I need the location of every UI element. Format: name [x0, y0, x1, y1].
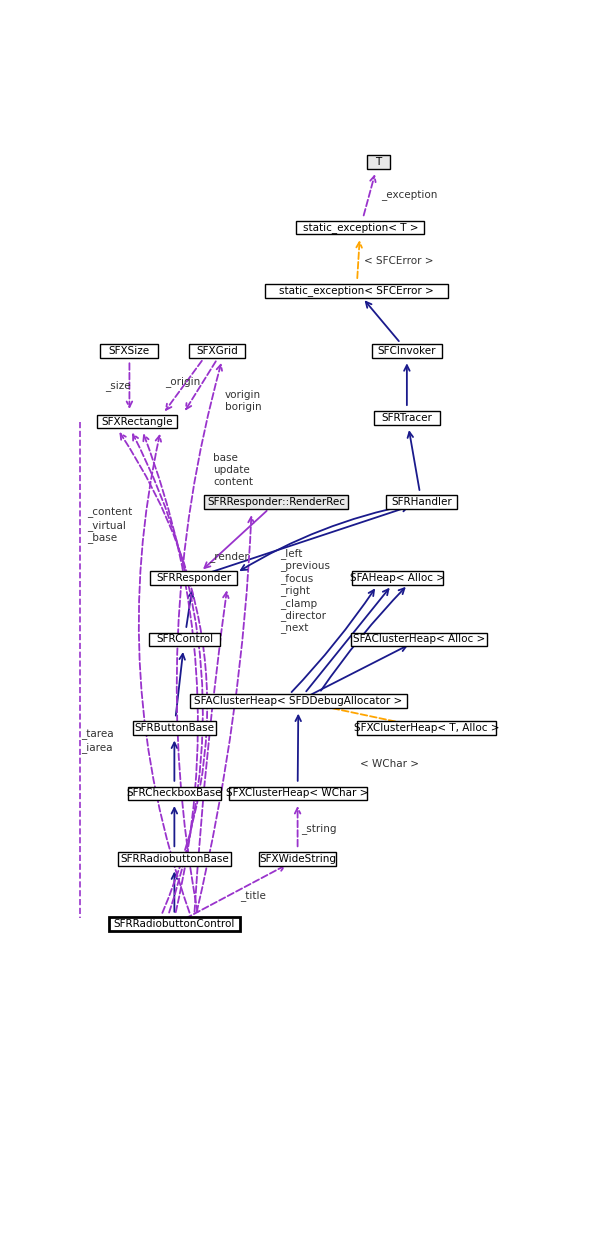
Text: _string: _string: [301, 824, 336, 835]
Text: SFAHeap< Alloc >: SFAHeap< Alloc >: [350, 573, 445, 583]
FancyBboxPatch shape: [190, 694, 407, 708]
Text: SFCInvoker: SFCInvoker: [378, 346, 436, 356]
Text: _render: _render: [209, 551, 249, 562]
FancyBboxPatch shape: [352, 571, 444, 585]
FancyBboxPatch shape: [133, 721, 216, 735]
FancyBboxPatch shape: [100, 343, 158, 358]
Text: static_exception< SFCError >: static_exception< SFCError >: [279, 285, 434, 296]
FancyBboxPatch shape: [374, 411, 440, 425]
FancyBboxPatch shape: [386, 495, 457, 509]
Text: _size: _size: [105, 380, 130, 390]
Text: SFAClusterHeap< SFDDebugAllocator >: SFAClusterHeap< SFDDebugAllocator >: [194, 697, 402, 706]
FancyBboxPatch shape: [149, 632, 220, 646]
Text: SFRTracer: SFRTracer: [382, 412, 432, 422]
FancyBboxPatch shape: [266, 284, 448, 298]
Text: SFXClusterHeap< WChar >: SFXClusterHeap< WChar >: [226, 788, 369, 799]
FancyBboxPatch shape: [150, 571, 237, 585]
Text: vorigin
borigin: vorigin borigin: [225, 390, 262, 411]
FancyBboxPatch shape: [189, 343, 245, 358]
Text: _content
_virtual
_base: _content _virtual _base: [88, 508, 133, 543]
Text: _exception: _exception: [381, 189, 438, 200]
Text: SFRControl: SFRControl: [156, 635, 213, 645]
FancyBboxPatch shape: [259, 852, 336, 866]
Text: T: T: [375, 157, 381, 167]
FancyBboxPatch shape: [108, 918, 240, 931]
Text: SFXSize: SFXSize: [109, 346, 150, 356]
FancyBboxPatch shape: [97, 415, 177, 429]
Text: _left
_previous
_focus
_right
_clamp
_director
_next: _left _previous _focus _right _clamp _di…: [280, 548, 330, 634]
Text: _tarea
_iarea: _tarea _iarea: [81, 730, 114, 752]
Text: SFRCheckboxBase: SFRCheckboxBase: [127, 788, 222, 799]
FancyBboxPatch shape: [204, 495, 348, 509]
Text: < WChar >: < WChar >: [360, 760, 419, 769]
FancyBboxPatch shape: [118, 852, 230, 866]
FancyBboxPatch shape: [372, 343, 442, 358]
Text: base
update
content: base update content: [213, 453, 253, 487]
FancyBboxPatch shape: [356, 721, 496, 735]
Text: static_exception< T >: static_exception< T >: [303, 222, 418, 233]
FancyBboxPatch shape: [366, 156, 390, 169]
Text: SFXWideString: SFXWideString: [259, 853, 336, 864]
Text: SFRResponder::RenderRec: SFRResponder::RenderRec: [207, 498, 345, 508]
Text: SFXGrid: SFXGrid: [196, 346, 238, 356]
Text: SFXClusterHeap< T, Alloc >: SFXClusterHeap< T, Alloc >: [353, 722, 499, 734]
Text: SFXRectangle: SFXRectangle: [101, 416, 173, 426]
FancyBboxPatch shape: [128, 787, 221, 800]
Text: SFAClusterHeap< Alloc >: SFAClusterHeap< Alloc >: [353, 635, 485, 645]
Text: < SFCError >: < SFCError >: [364, 257, 434, 267]
Text: SFRRadiobuttonControl: SFRRadiobuttonControl: [114, 919, 235, 930]
Text: SFRButtonBase: SFRButtonBase: [134, 722, 214, 734]
FancyBboxPatch shape: [229, 787, 366, 800]
Text: _origin: _origin: [165, 375, 200, 387]
Text: SFRRadiobuttonBase: SFRRadiobuttonBase: [120, 853, 229, 864]
FancyBboxPatch shape: [296, 221, 424, 235]
Text: _title: _title: [240, 889, 266, 900]
Text: SFRResponder: SFRResponder: [156, 573, 231, 583]
FancyBboxPatch shape: [352, 632, 487, 646]
Text: SFRHandler: SFRHandler: [391, 498, 452, 508]
